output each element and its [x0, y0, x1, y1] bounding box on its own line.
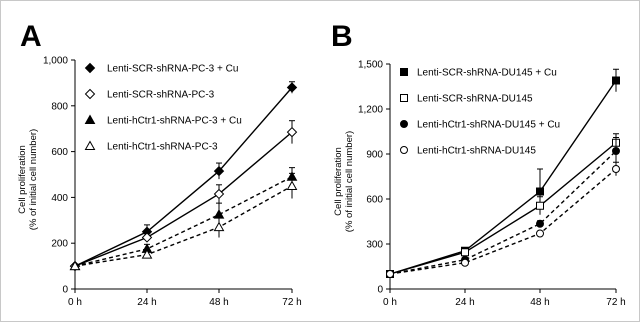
legend-label: Lenti-hCtr1-shRNA-PC-3 + Cu: [107, 116, 242, 127]
data-point: [286, 82, 298, 93]
data-point: [286, 126, 298, 138]
legend-marker: [84, 114, 96, 124]
data-point: [612, 76, 620, 85]
series-3: [69, 172, 298, 271]
series-line: [74, 176, 293, 267]
panel-letter: A: [20, 20, 42, 53]
legend-entry-3: Lenti-hCtr1-shRNA-DU145: [400, 146, 536, 157]
y-tick-label: 400: [51, 193, 68, 204]
y-tick-label: 0: [62, 285, 68, 296]
legend-entry-2: Lenti-hCtr1-shRNA-PC-3 + Cu: [84, 114, 242, 127]
legend-label: Lenti-hCtr1-shRNA-DU145: [417, 146, 536, 157]
legend-entry-2: Lenti-hCtr1-shRNA-DU145 + Cu: [400, 120, 560, 131]
x-tick-label: 48 h: [209, 297, 228, 308]
series-1: [69, 120, 298, 272]
chart-panel-b: B 0 300 600 900 1,200 1,500 0 h 24 h 48 h 72 h Cell…: [331, 20, 626, 308]
data-point: [536, 201, 544, 210]
legend-label: Lenti-SCR-shRNA-DU145 + Cu: [417, 68, 557, 79]
data-point: [141, 249, 153, 259]
legend-label: Lenti-SCR-shRNA-DU145: [417, 94, 533, 105]
legend-marker: [84, 62, 96, 74]
series-line: [389, 142, 617, 275]
x-tick-label: 72 h: [282, 297, 301, 308]
data-point: [286, 180, 298, 190]
x-tick-label: 72 h: [606, 297, 625, 308]
x-tick-label: 0 h: [68, 297, 82, 308]
y-tick-label: 1,200: [358, 105, 383, 116]
legend-entry-0: Lenti-SCR-shRNA-DU145 + Cu: [400, 68, 557, 79]
y-tick-label: 1,500: [358, 60, 383, 71]
x-tick-label: 48 h: [530, 297, 549, 308]
y-tick-label: 0: [377, 285, 383, 296]
data-point: [461, 248, 469, 257]
data-point: [536, 187, 544, 196]
legend-entry-1: Lenti-SCR-shRNA-PC-3: [84, 88, 215, 101]
legend-entry-3: Lenti-hCtr1-shRNA-PC-3: [84, 140, 218, 153]
data-point: [213, 188, 225, 200]
data-point: [461, 258, 469, 267]
legend-label: Lenti-hCtr1-shRNA-DU145 + Cu: [417, 120, 560, 131]
series-line: [389, 80, 617, 275]
data-point: [213, 165, 225, 177]
y-axis-title: Cell proliferation: [333, 147, 344, 216]
legend-marker: [400, 94, 408, 102]
series-line: [74, 185, 293, 267]
legend-marker: [84, 88, 96, 100]
data-point: [386, 270, 394, 278]
x-tick-label: 0 h: [383, 297, 397, 308]
data-point: [213, 221, 225, 232]
data-point: [141, 232, 153, 243]
series-0: [69, 81, 298, 272]
x-tick-label: 24 h: [455, 297, 474, 308]
legend-marker: [84, 140, 96, 150]
series-line: [74, 87, 293, 267]
y-tick-label: 300: [366, 240, 383, 251]
legend-entry-1: Lenti-SCR-shRNA-DU145: [400, 94, 533, 105]
legend-entry-0: Lenti-SCR-shRNA-PC-3 + Cu: [84, 62, 238, 75]
y-tick-label: 1,000: [43, 56, 68, 67]
data-point: [612, 165, 620, 173]
legend-label: Lenti-SCR-shRNA-PC-3 + Cu: [107, 64, 238, 75]
legend-marker: [400, 146, 408, 154]
chart-panel-a: A 0 200 400 600 800 1,000 0 h 24 h 48 h 72 h Cell p…: [17, 20, 302, 308]
y-axis-title: Cell proliferation: [17, 145, 28, 214]
series-line: [74, 131, 293, 267]
legend-label: Lenti-hCtr1-shRNA-PC-3: [107, 142, 218, 153]
legend-marker: [400, 68, 408, 76]
data-point: [536, 219, 544, 228]
y-tick-label: 200: [51, 239, 68, 250]
x-tick-label: 24 h: [137, 297, 156, 308]
legend-marker: [400, 120, 408, 128]
y-tick-label: 600: [366, 195, 383, 206]
series-3: [386, 161, 620, 278]
series-line: [389, 150, 617, 275]
data-point: [612, 147, 620, 155]
series-2: [386, 137, 620, 278]
y-axis-subtitle: (% of initial cell number): [28, 129, 39, 230]
y-tick-label: 600: [51, 147, 68, 158]
y-tick-label: 900: [366, 150, 383, 161]
legend-label: Lenti-SCR-shRNA-PC-3: [107, 90, 215, 101]
data-point: [536, 229, 544, 238]
y-axis-subtitle: (% of initial cell number): [344, 131, 355, 232]
panel-letter: B: [331, 20, 353, 53]
series-line: [389, 168, 617, 275]
y-tick-label: 800: [51, 101, 68, 112]
data-point: [69, 260, 81, 271]
